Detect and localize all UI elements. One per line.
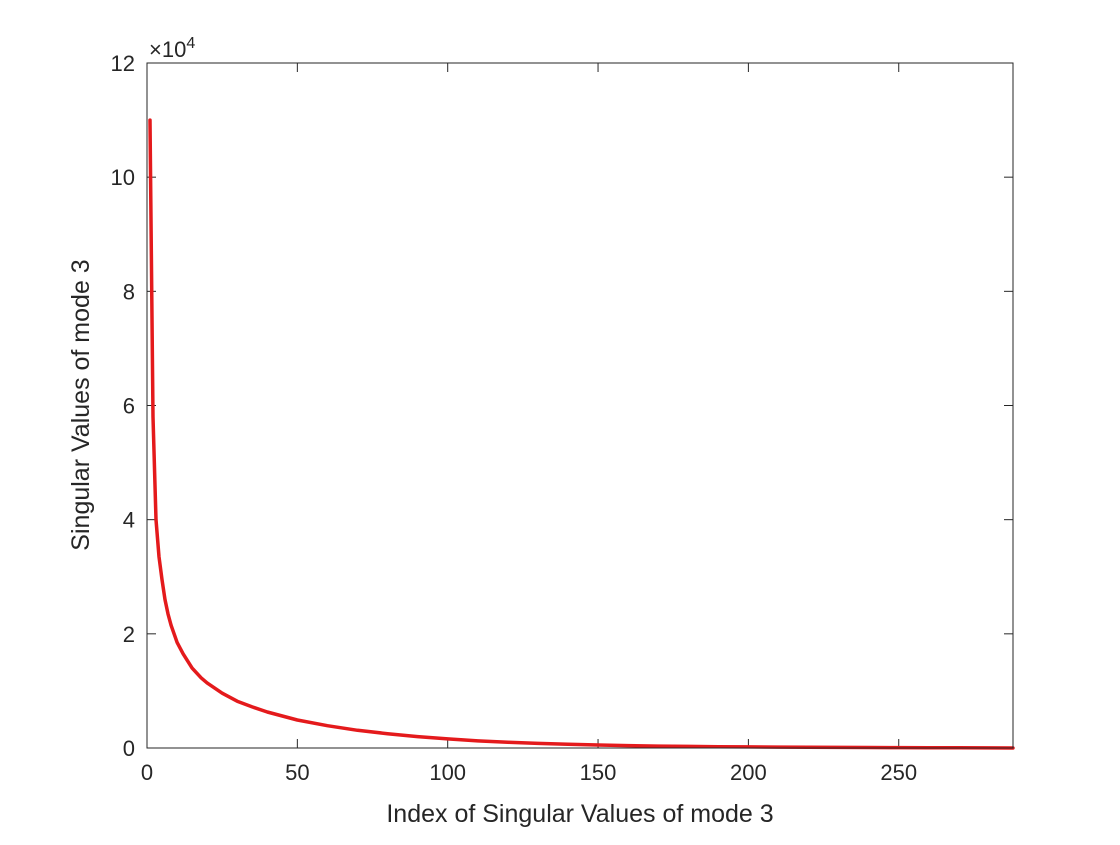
x-tick-label: 150 [580, 760, 617, 785]
y-tick-label: 2 [123, 622, 135, 647]
y-axis-label: Singular Values of mode 3 [67, 259, 95, 550]
axes-box [146, 62, 1014, 749]
y-tick-label: 12 [111, 51, 135, 76]
y-tick-label: 10 [111, 165, 135, 190]
x-ticks: 0 50 100 150 200 250 [141, 63, 917, 785]
y-tick-label: 4 [123, 508, 135, 533]
y-tick-label: 8 [123, 279, 135, 304]
y-tick-label: 6 [123, 394, 135, 419]
x-tick-label: 250 [880, 760, 917, 785]
y-axis-exponent-label: ×104 [149, 35, 195, 62]
x-tick-label: 100 [429, 760, 466, 785]
x-tick-label: 200 [730, 760, 767, 785]
y-ticks: 0 2 4 6 8 10 12 [111, 51, 1013, 761]
x-tick-label: 0 [141, 760, 153, 785]
x-axis-label: Index of Singular Values of mode 3 [386, 800, 773, 828]
x-tick-label: 50 [285, 760, 309, 785]
plot-area [147, 63, 1013, 748]
series-layer [148, 118, 1015, 750]
y-tick-label: 0 [123, 736, 135, 761]
series-line [148, 118, 1015, 750]
